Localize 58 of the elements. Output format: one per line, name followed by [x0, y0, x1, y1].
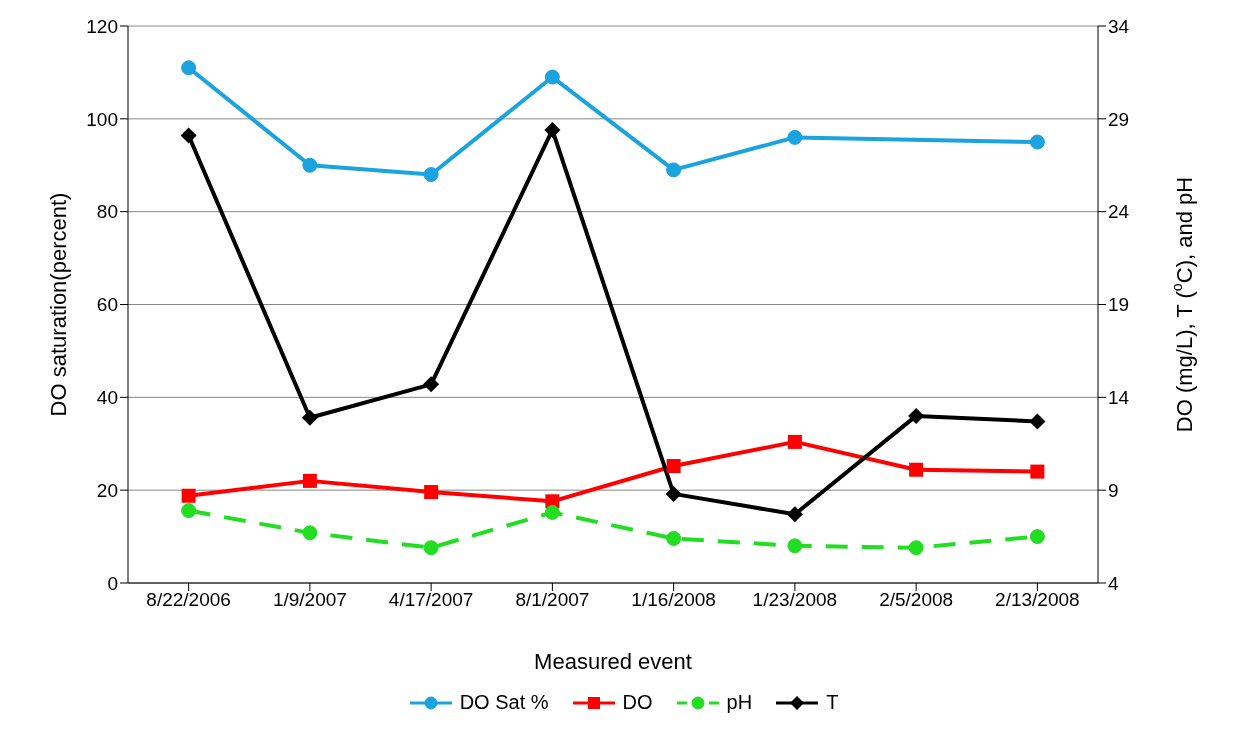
y2-tick-label: 29 — [1108, 108, 1130, 130]
point — [180, 127, 197, 144]
y-axis-title: DO saturation(percent) — [45, 192, 71, 417]
y-tick-label: 40 — [96, 387, 118, 409]
point — [424, 485, 439, 500]
x-tick-label: 8/22/2006 — [146, 589, 231, 611]
point — [1029, 529, 1045, 545]
point — [544, 121, 561, 138]
point — [302, 157, 318, 173]
x-tick-label: 1/16/2008 — [631, 589, 716, 611]
y2-tick-label: 19 — [1108, 294, 1130, 316]
legend-label: pH — [726, 691, 753, 714]
point — [787, 538, 803, 554]
point — [302, 473, 317, 488]
x-tick-label: 2/13/2008 — [995, 589, 1080, 611]
point — [786, 506, 803, 523]
y2-tick-label: 4 — [1108, 572, 1119, 594]
legend-label: T — [826, 691, 839, 714]
point — [908, 407, 925, 424]
x-axis-title: Measured event — [534, 648, 692, 674]
point — [787, 129, 803, 145]
x-tick-label: 1/23/2008 — [752, 589, 838, 611]
point — [1030, 464, 1045, 479]
point — [665, 485, 682, 502]
point — [301, 409, 318, 426]
y-tick-label: 0 — [107, 572, 118, 594]
y2-tick-label: 14 — [1108, 387, 1130, 409]
y-tick-label: 80 — [96, 201, 118, 223]
y-tick-label: 120 — [86, 15, 118, 37]
point — [181, 503, 197, 519]
point — [544, 504, 560, 520]
y2-tick-label: 34 — [1108, 15, 1130, 37]
y2-tick-label: 9 — [1108, 479, 1119, 501]
point — [423, 167, 439, 183]
point — [423, 376, 440, 393]
point — [1029, 134, 1045, 150]
y-tick-label: 60 — [96, 294, 118, 316]
y2-tick-label: 24 — [1108, 201, 1130, 223]
x-tick-label: 1/9/2007 — [272, 589, 347, 611]
point — [909, 462, 924, 477]
point — [423, 540, 439, 556]
legend-label: DO Sat % — [459, 691, 549, 714]
x-tick-label: 8/1/2007 — [515, 589, 590, 611]
x-tick-label: 2/5/2008 — [879, 589, 954, 611]
point — [666, 162, 682, 178]
x-tick-label: 4/17/2007 — [388, 589, 474, 611]
point — [181, 488, 196, 503]
point — [666, 530, 682, 546]
point — [1029, 413, 1046, 430]
y-tick-label: 100 — [86, 108, 118, 130]
point — [544, 69, 560, 85]
point — [302, 525, 318, 541]
point — [666, 459, 681, 474]
y-tick-label: 20 — [96, 479, 118, 501]
legend-label: DO — [622, 691, 653, 714]
point — [908, 540, 924, 556]
point — [181, 60, 197, 76]
point — [787, 434, 802, 449]
